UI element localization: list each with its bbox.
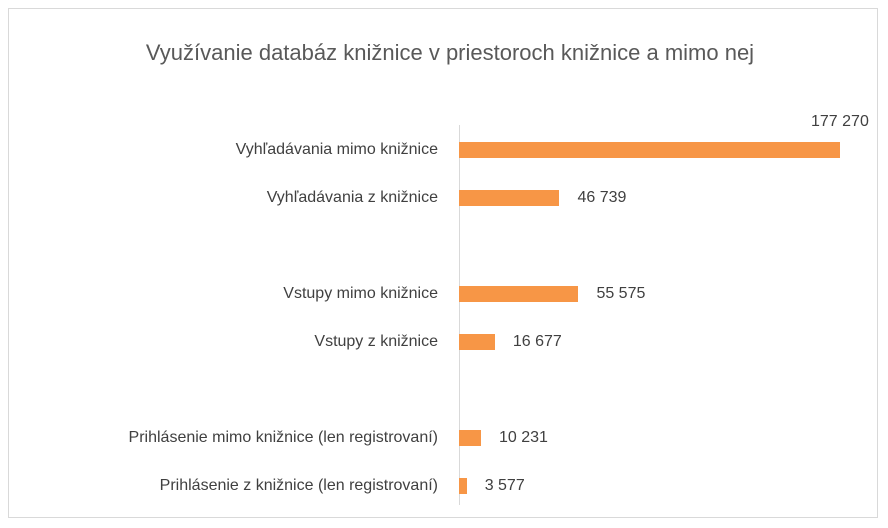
bar <box>459 142 840 158</box>
bar <box>459 190 560 206</box>
category-label: Vyhľadávania mimo knižnice <box>235 141 438 158</box>
data-label: 55 575 <box>596 285 646 302</box>
category-label: Vyhľadávania z knižnice <box>266 189 438 206</box>
data-label: 177 270 <box>811 113 869 130</box>
category-label: Vstupy z knižnice <box>314 333 438 350</box>
data-label: 16 677 <box>512 333 562 350</box>
chart <box>8 8 878 518</box>
axis-line <box>459 125 460 505</box>
category-label: Prihlásenie mimo knižnice (len registrov… <box>128 429 438 446</box>
chart-title: Využívanie databáz knižnice v priestoroc… <box>145 40 755 65</box>
data-label: 3 577 <box>484 477 525 494</box>
category-label: Vstupy mimo knižnice <box>283 285 438 302</box>
bar <box>459 430 481 446</box>
bar <box>459 478 467 494</box>
data-label: 10 231 <box>498 429 548 446</box>
category-label: Prihlásenie z knižnice (len registrovaní… <box>159 477 438 494</box>
bar <box>459 334 495 350</box>
bar <box>459 286 579 302</box>
data-label: 46 739 <box>577 189 627 206</box>
